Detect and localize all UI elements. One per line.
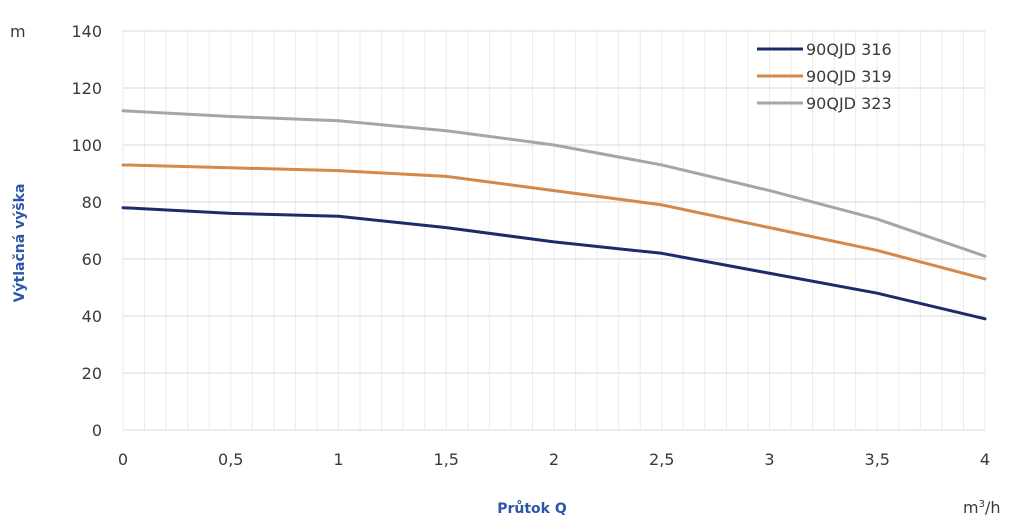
x-tick-label: 3	[764, 450, 774, 469]
x-axis-unit-base: m	[963, 498, 979, 517]
x-axis-unit-exponent: 3	[979, 499, 985, 510]
y-axis-title: Výtlačná výška	[12, 184, 28, 303]
x-tick-label: 1,5	[434, 450, 459, 469]
x-tick-label: 2	[549, 450, 559, 469]
legend-label: 90QJD 316	[806, 40, 892, 59]
y-tick-label: 80	[82, 193, 102, 212]
x-tick-label: 4	[980, 450, 990, 469]
series-line-1	[121, 206, 987, 321]
y-tick-label: 100	[71, 136, 102, 155]
y-tick-label: 60	[82, 250, 102, 269]
y-tick-label: 20	[82, 364, 102, 383]
x-axis-title: Průtok Q	[497, 500, 567, 517]
y-tick-label: 40	[82, 307, 102, 326]
legend-label: 90QJD 319	[806, 67, 892, 86]
y-tick-label: 0	[92, 421, 102, 440]
series-line-2	[121, 163, 987, 281]
x-tick-label: 0	[118, 450, 128, 469]
series-lines	[121, 109, 987, 321]
y-axis-unit: m	[10, 22, 26, 41]
y-axis-ticks: 0 20 40 60 80 100 120 140	[71, 22, 102, 440]
legend-label: 90QJD 323	[806, 94, 892, 113]
x-tick-label: 1	[333, 450, 343, 469]
x-axis-unit: m3/h	[963, 498, 1001, 517]
y-tick-label: 120	[71, 79, 102, 98]
series-line-3	[121, 109, 987, 258]
x-axis-ticks: 0 0,5 1 1,5 2 2,5 3 3,5 4	[118, 450, 990, 469]
grid	[122, 30, 986, 431]
x-tick-label: 2,5	[649, 450, 674, 469]
x-tick-label: 3,5	[865, 450, 890, 469]
x-tick-label: 0,5	[218, 450, 243, 469]
legend: 90QJD 316 90QJD 319 90QJD 323	[757, 40, 892, 113]
y-tick-label: 140	[71, 22, 102, 41]
x-axis-unit-tail: /h	[985, 498, 1001, 517]
